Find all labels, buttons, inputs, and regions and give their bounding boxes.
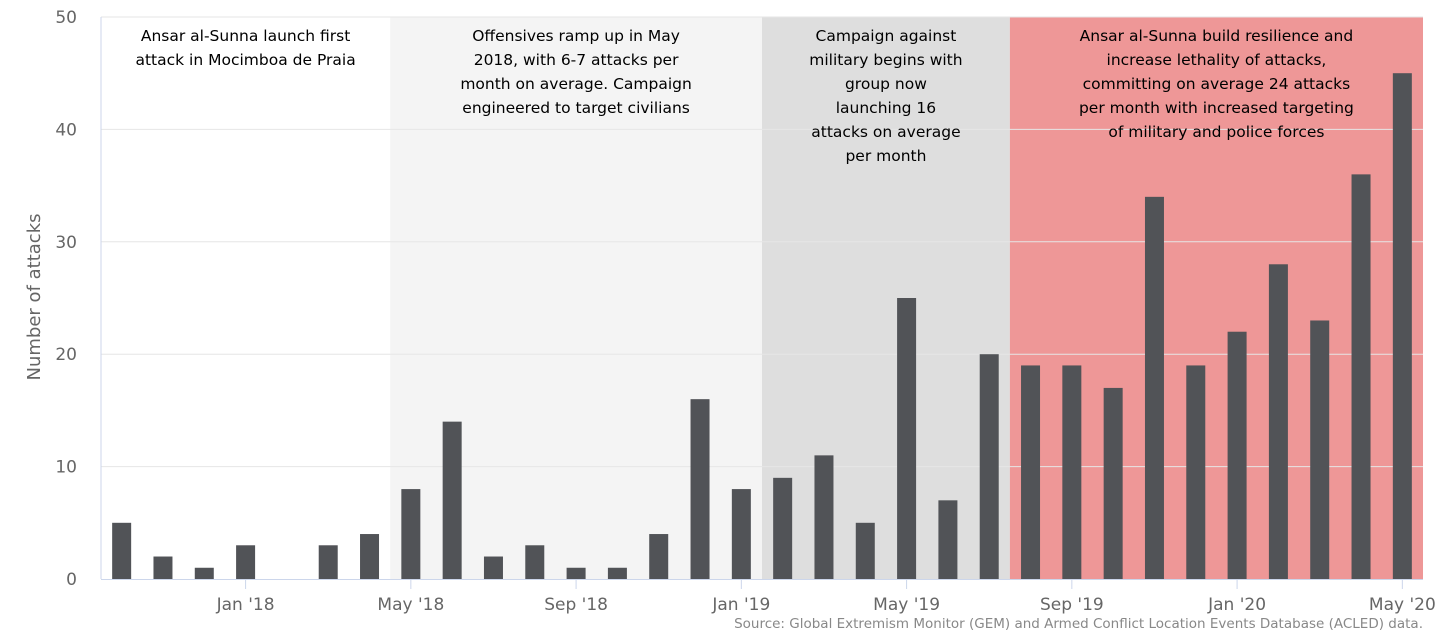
annotation-line: Offensives ramp up in May bbox=[472, 27, 680, 45]
bar-27 bbox=[1227, 331, 1247, 579]
bar-17 bbox=[814, 455, 834, 579]
phase-annotation-2: Offensives ramp up in May 2018, with 6-7 … bbox=[460, 27, 692, 117]
bar-7 bbox=[401, 489, 421, 579]
annotation-line: month on average. Campaign bbox=[460, 75, 692, 93]
bar-21 bbox=[979, 354, 999, 579]
bar-30 bbox=[1351, 174, 1371, 580]
bar-31 bbox=[1392, 73, 1412, 579]
annotation-line: engineered to target civilians bbox=[462, 99, 690, 117]
bar-23 bbox=[1062, 365, 1082, 579]
annotation-line: Ansar al-Sunna build resilience and bbox=[1080, 27, 1354, 45]
bar-3 bbox=[236, 545, 256, 579]
phase-band-3 bbox=[762, 17, 1010, 579]
y-tick-label-40: 40 bbox=[55, 120, 77, 140]
x-tick-label: Jan '18 bbox=[216, 595, 275, 615]
y-tick-label-30: 30 bbox=[55, 233, 77, 253]
bar-22 bbox=[1021, 365, 1041, 579]
annotation-line: per month with increased targeting bbox=[1079, 99, 1354, 117]
bar-20 bbox=[938, 500, 958, 579]
bar-1 bbox=[153, 556, 173, 579]
phase-annotations: Ansar al-Sunna launch first attack in Moc… bbox=[135, 27, 1353, 165]
bar-11 bbox=[566, 567, 586, 579]
bar-9 bbox=[483, 556, 503, 579]
x-tick-label: Jan '20 bbox=[1207, 595, 1266, 615]
annotation-line: per month bbox=[845, 147, 926, 165]
axes bbox=[100, 17, 1423, 580]
bar-25 bbox=[1144, 196, 1164, 579]
y-tick-label-20: 20 bbox=[55, 345, 77, 365]
bar-0 bbox=[112, 522, 132, 579]
y-axis-label: Number of attacks bbox=[24, 214, 45, 381]
annotation-line: Ansar al-Sunna launch first bbox=[141, 27, 350, 45]
annotation-line: group now bbox=[845, 75, 927, 93]
y-tick-label-50: 50 bbox=[55, 8, 77, 28]
bar-2 bbox=[194, 567, 214, 579]
phase-annotation-1: Ansar al-Sunna launch first attack in Moc… bbox=[135, 27, 355, 69]
bar-10 bbox=[525, 545, 545, 579]
x-axis-ticks: Jan '18 May '18 Sep '18 Jan '19 May '19 Sep '… bbox=[216, 579, 1436, 615]
bar-15 bbox=[731, 489, 751, 579]
x-tick-label: Sep '18 bbox=[544, 595, 608, 615]
bar-6 bbox=[360, 534, 380, 579]
x-tick-label: May '19 bbox=[873, 595, 940, 615]
bar-16 bbox=[773, 477, 793, 579]
bar-28 bbox=[1268, 264, 1288, 579]
x-tick-label: May '20 bbox=[1369, 595, 1436, 615]
annotation-line: attacks on average bbox=[811, 123, 960, 141]
annotation-line: Campaign against bbox=[816, 27, 957, 45]
bar-8 bbox=[442, 421, 462, 579]
bar-12 bbox=[607, 567, 627, 579]
annotation-line: launching 16 bbox=[836, 99, 936, 117]
bar-29 bbox=[1310, 320, 1330, 579]
y-tick-label-0: 0 bbox=[66, 570, 77, 590]
phase-annotation-4: Ansar al-Sunna build resilience and incre… bbox=[1079, 27, 1354, 141]
annotation-line: of military and police forces bbox=[1108, 123, 1324, 141]
bar-18 bbox=[855, 522, 875, 579]
y-axis-ticks: 0 10 20 30 40 50 bbox=[55, 8, 77, 590]
bar-24 bbox=[1103, 387, 1123, 579]
bar-5 bbox=[318, 545, 338, 579]
x-tick-label: Jan '19 bbox=[711, 595, 770, 615]
bar-14 bbox=[690, 399, 710, 579]
bar-26 bbox=[1186, 365, 1206, 579]
annotation-line: committing on average 24 attacks bbox=[1083, 75, 1351, 93]
annotation-line: 2018, with 6-7 attacks per bbox=[474, 51, 679, 69]
bar-series bbox=[112, 73, 1412, 580]
x-tick-label: Sep '19 bbox=[1040, 595, 1104, 615]
annotation-line: increase lethality of attacks, bbox=[1107, 51, 1327, 69]
annotation-line: military begins with bbox=[809, 51, 962, 69]
phase-band-1 bbox=[101, 17, 391, 579]
source-note: Source: Global Extremism Monitor (GEM) a… bbox=[734, 616, 1423, 632]
annotation-line: attack in Mocimboa de Praia bbox=[135, 51, 355, 69]
bar-19 bbox=[897, 298, 917, 579]
phase-annotation-3: Campaign against military begins with grou… bbox=[809, 27, 962, 165]
bar-13 bbox=[649, 534, 669, 579]
x-tick-label: May '18 bbox=[377, 595, 444, 615]
y-tick-label-10: 10 bbox=[55, 458, 77, 478]
